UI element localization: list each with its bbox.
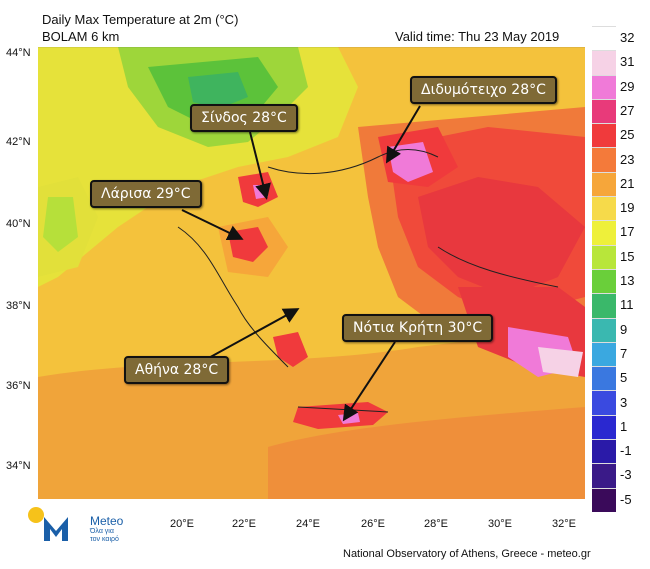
legend-swatch: [592, 26, 616, 51]
legend-label: 7: [620, 345, 628, 361]
legend-label: 25: [620, 127, 635, 143]
legend-swatch: [592, 341, 616, 367]
legend-swatch: [592, 268, 616, 294]
arrow-athina: [204, 308, 300, 361]
lat-label-34: 34°N: [6, 460, 31, 472]
legend-label: 21: [620, 175, 635, 191]
lat-label-40: 40°N: [6, 218, 31, 230]
legend-label: 11: [620, 297, 634, 313]
legend-label: 3: [620, 394, 628, 410]
legend-label: 19: [620, 200, 635, 216]
arrow-didymoteicho: [385, 105, 421, 164]
legend-swatch: [592, 414, 616, 440]
legend-label: 5: [620, 370, 628, 386]
legend-label: 27: [620, 102, 635, 118]
legend-label: 23: [620, 151, 635, 167]
legend-swatch: [592, 463, 616, 488]
legend-swatch: [592, 123, 616, 148]
callout-larisa: Λάρισα 29°C: [90, 180, 202, 208]
lat-label-44: 44°N: [6, 47, 31, 59]
legend-label: 15: [620, 248, 635, 264]
lat-label-36: 36°N: [6, 380, 31, 392]
legend-label: 1: [620, 418, 628, 434]
legend-label: -5: [620, 491, 632, 507]
legend-label: 29: [620, 78, 635, 94]
legend-swatch: [592, 74, 616, 99]
legend-swatch: [592, 366, 616, 391]
color-legend: [592, 26, 616, 512]
lat-label-42: 42°N: [6, 136, 31, 148]
legend-swatch: [592, 98, 616, 124]
lon-label-26: 26°E: [361, 518, 385, 530]
meteo-logo-icon: [28, 507, 68, 541]
legend-label: -1: [620, 443, 632, 459]
callout-sindos: Σίνδος 28°C: [190, 104, 298, 132]
lon-label-28: 28°E: [424, 518, 448, 530]
legend-swatch: [592, 147, 616, 172]
legend-label: 13: [620, 273, 635, 288]
legend-swatch: [592, 317, 616, 342]
arrow-larisa: [181, 209, 244, 240]
lat-label-38: 38°N: [6, 300, 31, 312]
legend-label: 32: [620, 30, 635, 45]
legend-swatch: [592, 171, 616, 197]
legend-label: 17: [620, 224, 635, 240]
legend-label: -3: [620, 467, 632, 483]
legend-swatch: [592, 293, 616, 318]
legend-swatch: [592, 196, 616, 221]
legend-label: 31: [620, 54, 635, 70]
lon-label-24: 24°E: [296, 518, 320, 530]
callout-didymoteicho: Διδυμότειχο 28°C: [410, 76, 557, 104]
legend-swatch: [592, 50, 616, 75]
legend-swatch: [592, 220, 616, 245]
legend-swatch: [592, 439, 616, 464]
legend-swatch: [592, 487, 616, 512]
credit-text: National Observatory of Athens, Greece -…: [343, 548, 591, 560]
lon-label-20: 20°E: [170, 518, 194, 530]
arrow-kriti: [342, 341, 396, 422]
legend-swatch: [592, 390, 616, 415]
callout-athina: Αθήνα 28°C: [124, 356, 230, 384]
map-title: Daily Max Temperature at 2m (°C): [42, 12, 239, 27]
arrow-sindos: [249, 131, 271, 200]
lon-label-22: 22°E: [232, 518, 256, 530]
model-label: BOLAM 6 km: [42, 29, 120, 44]
logo-tagline-2: τον καιρό: [90, 536, 119, 543]
valid-time: Valid time: Thu 23 May 2019: [395, 29, 560, 44]
callout-kriti: Νότια Κρήτη 30°C: [342, 314, 494, 342]
lon-label-30: 30°E: [488, 518, 512, 530]
logo-tagline-1: Όλα για: [90, 528, 114, 535]
lon-label-32: 32°E: [552, 518, 576, 530]
legend-swatch: [592, 244, 616, 269]
legend-label: 9: [620, 321, 628, 337]
logo-name: Meteo: [90, 514, 124, 528]
